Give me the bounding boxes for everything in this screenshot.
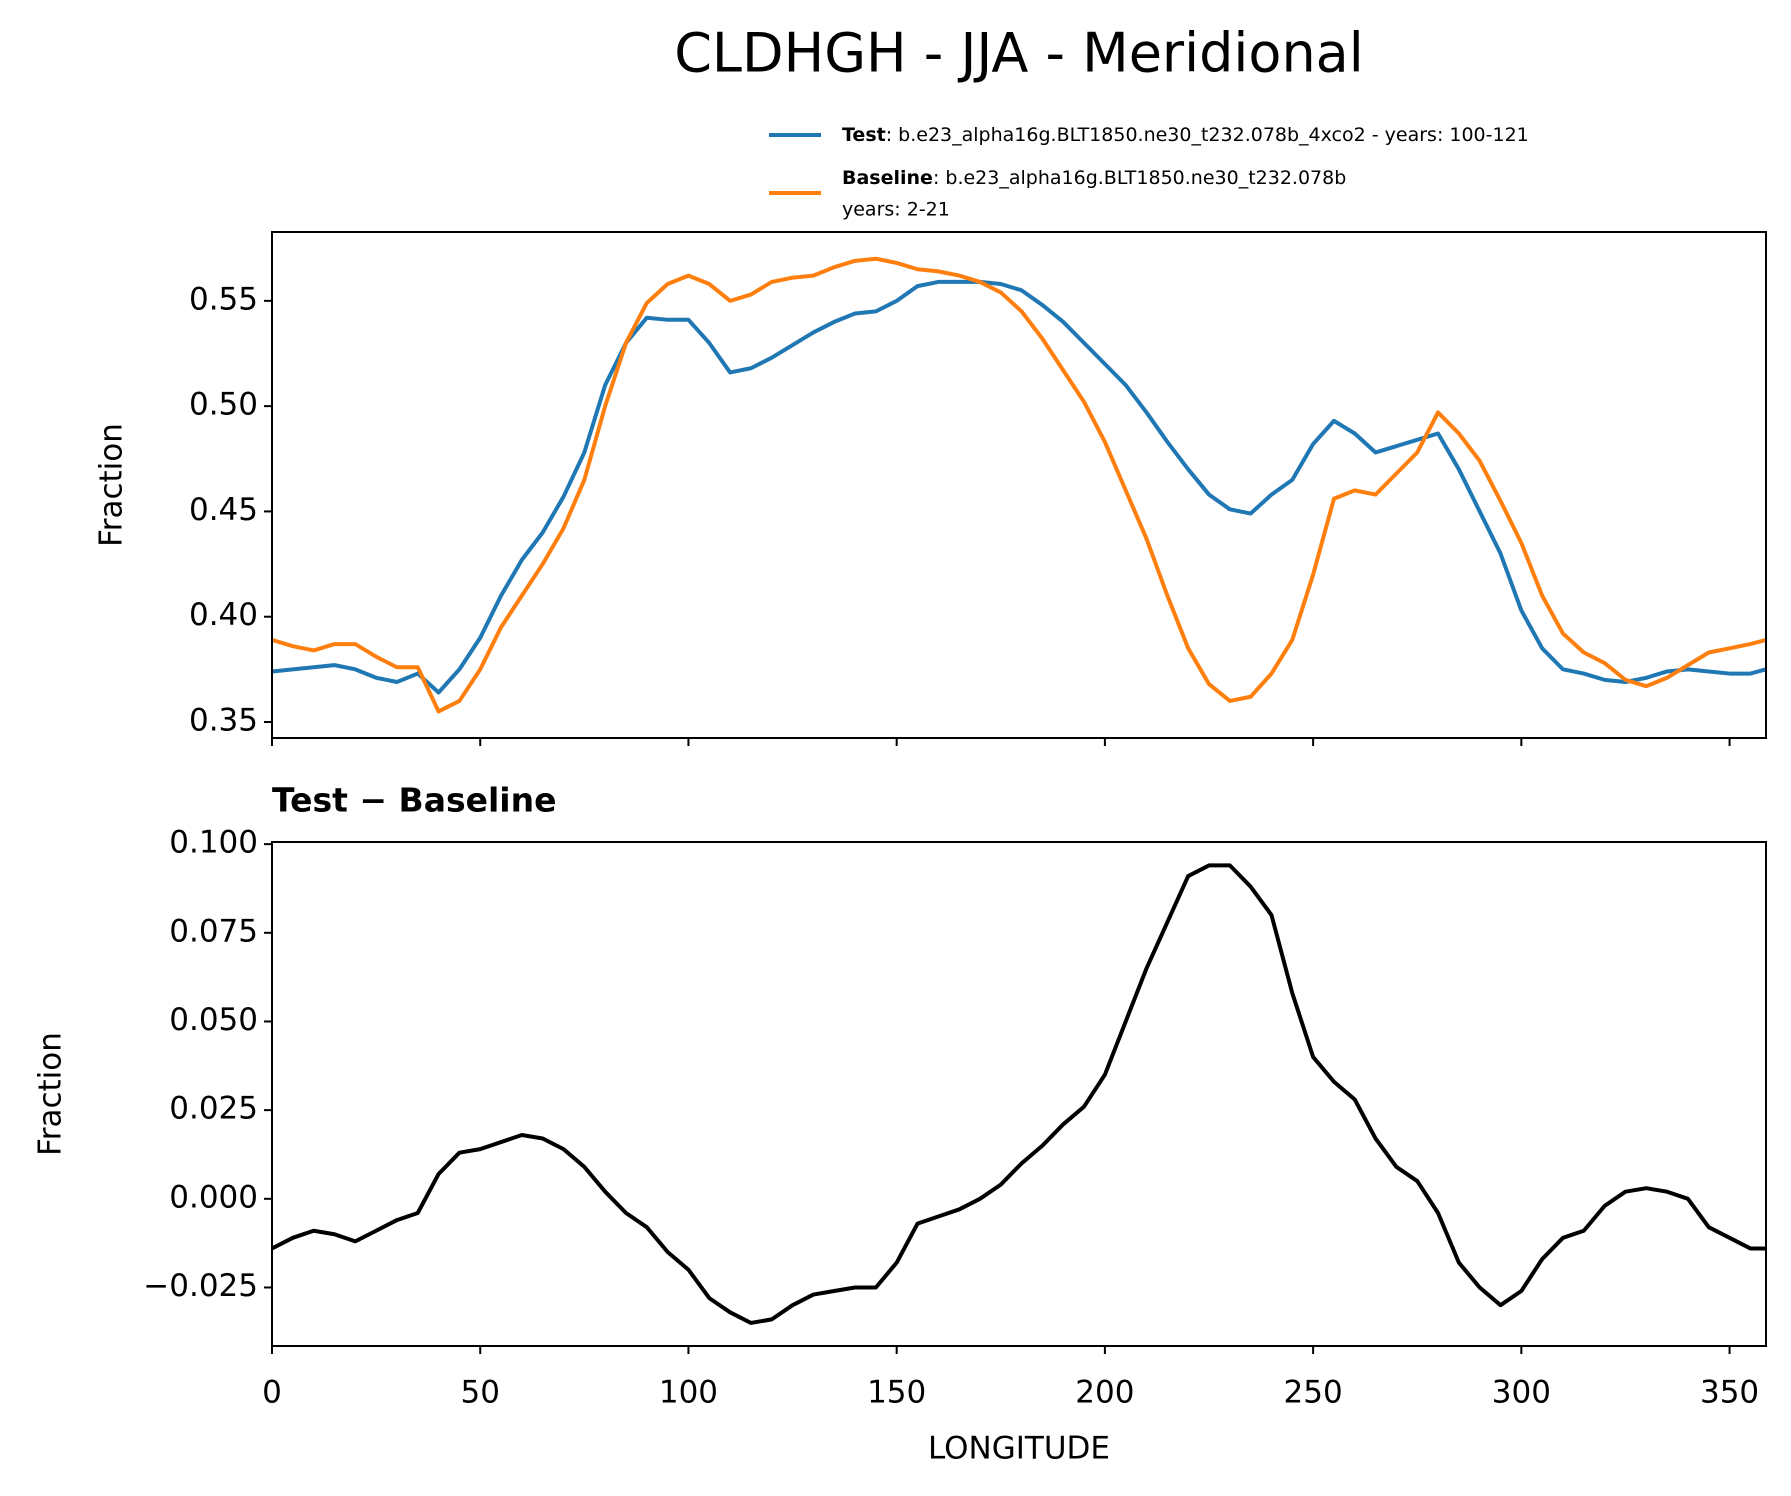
x-axis-label: LONGITUDE (928, 1431, 1110, 1467)
legend-label: Test: b.e23_alpha16g.BLT1850.ne30_t232.0… (842, 124, 1529, 146)
x-tick-label: 350 (1700, 1375, 1759, 1411)
x-tick-label: 150 (867, 1375, 926, 1411)
axes-frame (271, 841, 1767, 1347)
x-tick-label: 200 (1075, 1375, 1134, 1411)
y-tick-label: 0.025 (169, 1091, 258, 1127)
y-tick-label: 0.35 (189, 702, 258, 738)
legend-name: Baseline (842, 167, 933, 189)
y-tick-label: 0.55 (189, 281, 258, 317)
legend-label: Baseline: b.e23_alpha16g.BLT1850.ne30_t2… (842, 167, 1346, 189)
subplot-title: Test − Baseline (272, 781, 557, 820)
y-tick-label: 0.050 (169, 1002, 258, 1038)
axes-frame (271, 231, 1767, 739)
x-tick-label: 50 (460, 1375, 499, 1411)
x-tick-label: 100 (659, 1375, 718, 1411)
y-tick-label: −0.025 (143, 1268, 258, 1304)
y-tick-label: 0.000 (169, 1179, 258, 1215)
y-tick-label: 0.45 (189, 492, 258, 528)
legend-description: : b.e23_alpha16g.BLT1850.ne30_t232.078b_… (886, 124, 1529, 146)
legend-name: Test (842, 124, 886, 146)
y-tick-label: 0.075 (169, 913, 258, 949)
legend-description: years: 2-21 (842, 199, 950, 221)
x-tick-label: 300 (1492, 1375, 1551, 1411)
y-tick-label: 0.40 (189, 597, 258, 633)
y-axis-label: Fraction (33, 1032, 69, 1156)
series-line (272, 256, 1766, 714)
y-tick-label: 0.50 (189, 387, 258, 423)
x-tick-label: 0 (262, 1375, 282, 1411)
series-line (272, 279, 1766, 695)
y-axis-label: Fraction (94, 423, 130, 547)
series-line (272, 863, 1766, 1325)
y-tick-label: 0.100 (169, 825, 258, 861)
chart-title: CLDHGH - JJA - Meridional (674, 22, 1364, 85)
legend-description: : b.e23_alpha16g.BLT1850.ne30_t232.078b (933, 167, 1346, 189)
x-tick-label: 250 (1284, 1375, 1343, 1411)
